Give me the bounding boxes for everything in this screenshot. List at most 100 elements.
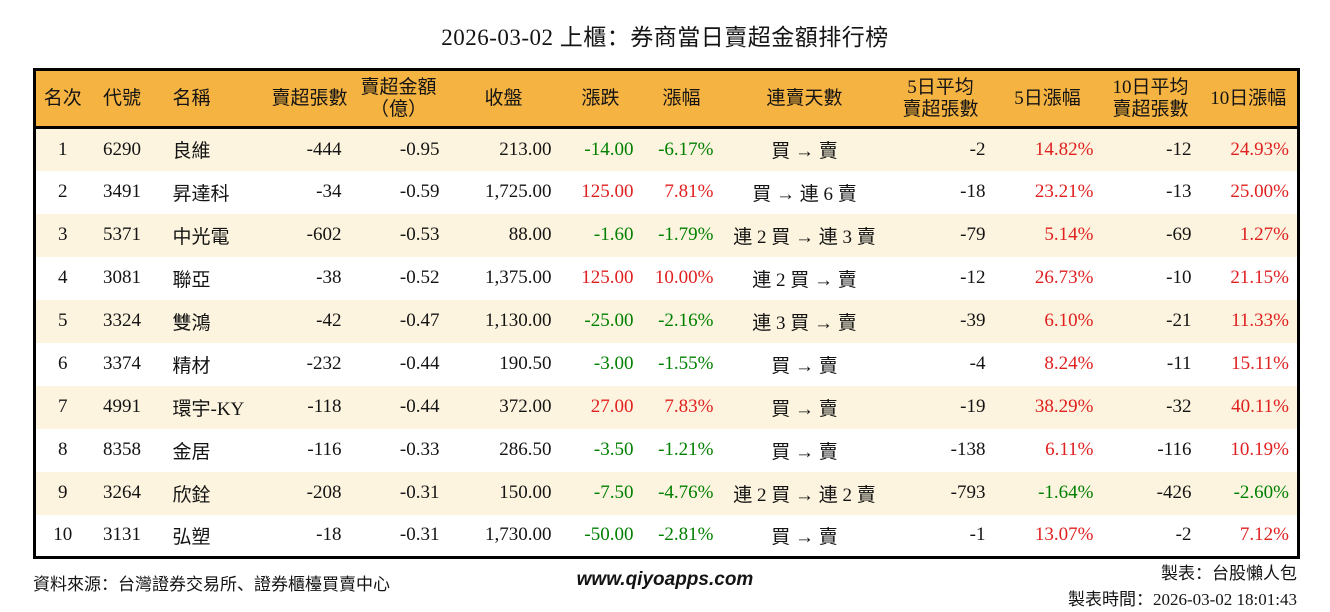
- cell-code: 3081: [103, 267, 141, 288]
- cell-change-pct: 7.83%: [664, 396, 714, 417]
- cell-pct10: 11.33%: [1231, 310, 1289, 331]
- header-close: 收盤: [447, 69, 560, 129]
- cell-pct10: 10.19%: [1230, 439, 1289, 460]
- cell-avg5: -793: [950, 482, 986, 503]
- cell-avg5: -2: [969, 138, 986, 160]
- cell-change-pct: -1.79%: [658, 224, 714, 245]
- cell-sell-amount: -0.44: [399, 353, 440, 374]
- header-change: 漲跌: [559, 69, 642, 129]
- cell-name: 欣銓: [172, 484, 211, 506]
- cell-sell-amount: -0.31: [399, 524, 440, 546]
- cell-change: 27.00: [590, 396, 634, 417]
- cell-avg5: -12: [960, 267, 986, 288]
- header-sell-amount: 賣超金額 （億）: [349, 69, 448, 129]
- table-row: 5 3324 雙鴻 -42 -0.47 1,130.00 -25.00 -2.1…: [34, 299, 1299, 343]
- timestamp-line: 製表時間：2026-03-02 18:01:43: [1067, 589, 1297, 609]
- cell-rank: 7: [58, 396, 68, 417]
- cell-avg10: -21: [1166, 310, 1192, 331]
- header-name: 名稱: [154, 69, 270, 129]
- cell-change-pct: -6.17%: [658, 138, 714, 160]
- cell-sell-amount: -0.52: [399, 267, 440, 288]
- cell-streak: 連 3 買 → 賣: [752, 312, 857, 334]
- cell-avg10: -2: [1175, 524, 1192, 546]
- cell-avg10: -426: [1156, 482, 1192, 503]
- header-streak: 連賣天數: [721, 69, 888, 129]
- cell-close: 190.50: [499, 353, 552, 374]
- header-change-pct: 漲幅: [641, 69, 722, 129]
- cell-rank: 8: [58, 439, 68, 460]
- cell-sell-amount: -0.95: [399, 138, 440, 160]
- header-sell-volume: 賣超張數: [269, 69, 350, 129]
- cell-close: 286.50: [499, 439, 552, 460]
- header-code: 代號: [89, 69, 155, 129]
- cell-sell-volume: -116: [307, 439, 342, 460]
- cell-code: 3264: [103, 482, 141, 503]
- cell-code: 3374: [103, 353, 141, 374]
- page-title: 2026-03-02 上櫃：券商當日賣超金額排行榜: [441, 25, 889, 50]
- cell-change: -3.50: [593, 439, 634, 460]
- cell-change-pct: -2.16%: [658, 310, 714, 331]
- cell-name: 精材: [172, 355, 211, 377]
- cell-pct5: 23.21%: [1034, 181, 1094, 202]
- cell-change-pct: -1.55%: [658, 353, 714, 374]
- cell-pct5: 6.11%: [1045, 439, 1094, 460]
- cell-change: -25.00: [584, 310, 634, 331]
- cell-close: 1,725.00: [485, 181, 552, 202]
- cell-name: 良維: [172, 141, 211, 163]
- cell-pct10: 21.15%: [1230, 267, 1289, 288]
- cell-name: 昇達科: [172, 183, 230, 205]
- cell-pct10: -2.60%: [1233, 482, 1289, 503]
- cell-avg5: -4: [969, 353, 986, 374]
- table-row: 10 3131 弘塑 -18 -0.31 1,730.00 -50.00 -2.…: [34, 514, 1299, 558]
- cell-change: 125.00: [581, 181, 634, 202]
- cell-avg10: -32: [1166, 396, 1192, 417]
- cell-avg10: -13: [1166, 181, 1192, 202]
- table-row: 6 3374 精材 -232 -0.44 190.50 -3.00 -1.55%…: [34, 342, 1299, 386]
- cell-name: 環宇-KY: [172, 398, 245, 420]
- cell-streak: 買 → 連 6 賣: [752, 183, 857, 205]
- cell-pct5: 5.14%: [1044, 224, 1094, 245]
- cell-rank: 10: [53, 524, 73, 546]
- cell-code: 4991: [103, 396, 141, 417]
- ranking-table: 名次 代號 名稱 賣超張數 賣超金額 （億） 收盤 漲跌 漲幅 連賣天數 5日平…: [33, 68, 1300, 559]
- cell-pct5: -1.64%: [1038, 482, 1094, 503]
- author-line: 製表：台股懶人包: [1161, 564, 1297, 583]
- cell-sell-amount: -0.44: [399, 396, 440, 417]
- cell-code: 3491: [103, 181, 141, 202]
- cell-rank: 4: [58, 267, 68, 288]
- cell-streak: 連 2 買 → 賣: [752, 269, 857, 291]
- cell-rank: 6: [58, 353, 68, 374]
- cell-streak: 買 → 賣: [771, 441, 838, 463]
- cell-sell-amount: -0.31: [399, 482, 440, 503]
- cell-close: 150.00: [499, 482, 552, 503]
- cell-streak: 連 2 買 → 連 3 賣: [733, 226, 876, 248]
- cell-avg5: -138: [950, 439, 986, 460]
- cell-pct10: 7.12%: [1239, 524, 1289, 546]
- table-body: 1 6290 良維 -444 -0.95 213.00 -14.00 -6.17…: [34, 127, 1299, 558]
- cell-sell-volume: -118: [307, 396, 342, 417]
- cell-change-pct: 10.00%: [654, 267, 714, 288]
- cell-streak: 買 → 賣: [771, 398, 838, 420]
- cell-sell-volume: -34: [316, 181, 342, 202]
- cell-streak: 連 2 買 → 連 2 賣: [733, 484, 876, 506]
- cell-sell-volume: -38: [316, 267, 342, 288]
- cell-change: -14.00: [584, 138, 634, 160]
- cell-avg5: -1: [969, 524, 986, 546]
- cell-avg5: -39: [960, 310, 986, 331]
- cell-code: 5371: [103, 224, 141, 245]
- cell-change: -50.00: [584, 524, 634, 546]
- table-row: 2 3491 昇達科 -34 -0.59 1,725.00 125.00 7.8…: [34, 170, 1299, 214]
- cell-name: 雙鴻: [172, 312, 211, 334]
- cell-streak: 買 → 賣: [771, 526, 838, 548]
- cell-sell-volume: -18: [316, 524, 342, 546]
- cell-sell-amount: -0.53: [399, 224, 440, 245]
- cell-pct10: 24.93%: [1230, 138, 1289, 160]
- header-avg5: 5日平均 賣超張數: [887, 69, 994, 129]
- cell-rank: 2: [58, 181, 68, 202]
- cell-sell-volume: -444: [306, 138, 342, 160]
- table-row: 8 8358 金居 -116 -0.33 286.50 -3.50 -1.21%…: [34, 428, 1299, 472]
- cell-name: 中光電: [172, 226, 230, 248]
- cell-sell-volume: -208: [306, 482, 342, 503]
- cell-avg10: -116: [1157, 439, 1192, 460]
